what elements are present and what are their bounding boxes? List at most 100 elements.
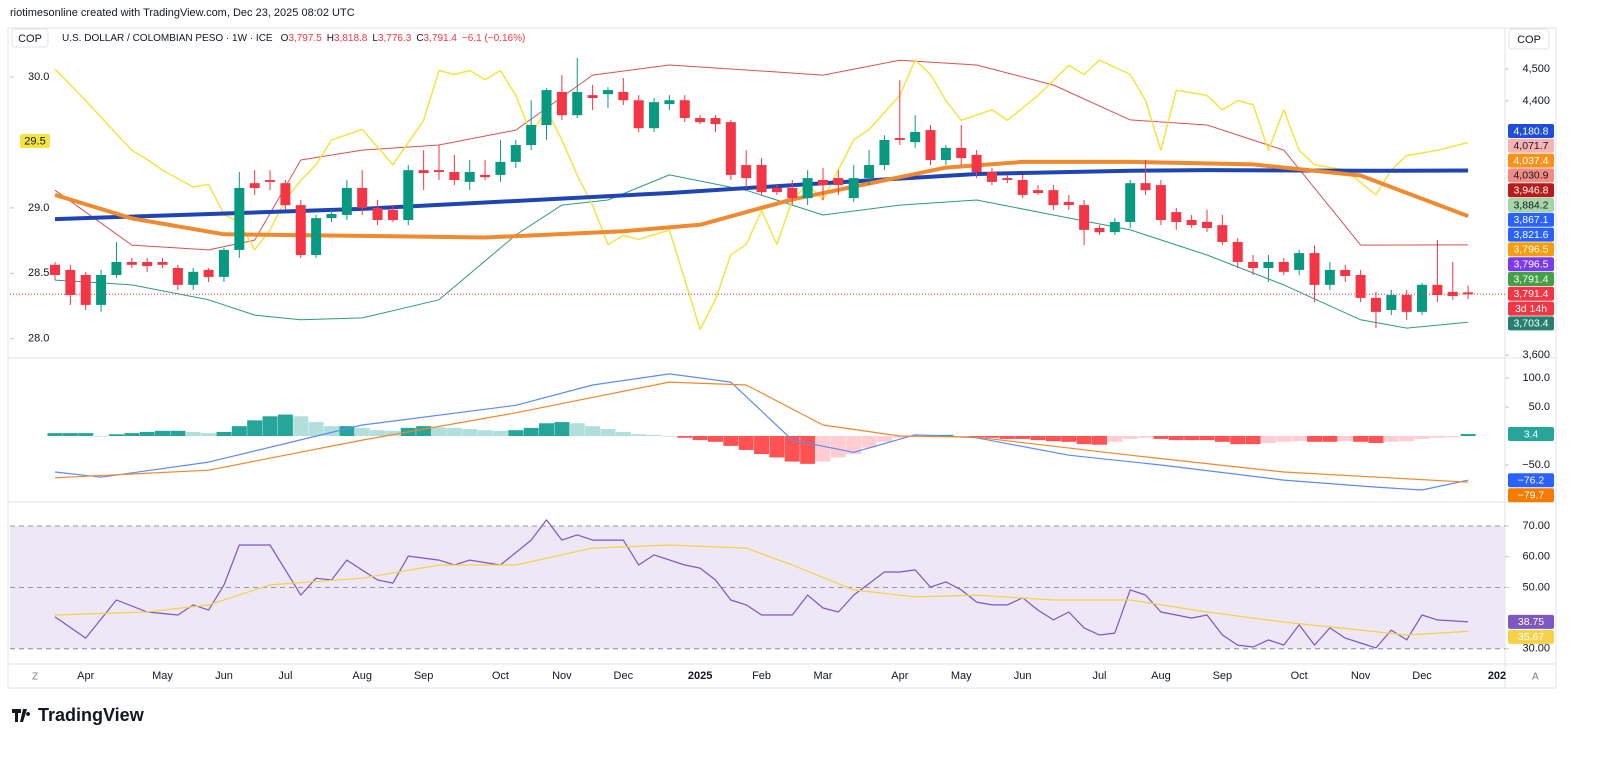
candle-body (480, 174, 491, 178)
candle-body (1355, 275, 1366, 298)
x-tick-label: Nov (1351, 670, 1371, 682)
candle-body (1033, 190, 1044, 194)
y-tick-label: 30.00 (1522, 643, 1550, 655)
histogram-bar (876, 436, 892, 442)
x-tick-label: Nov (552, 670, 572, 682)
histogram-bar (569, 423, 585, 437)
candle-body (218, 249, 229, 277)
histogram-bar (354, 427, 370, 437)
histogram-bar (170, 430, 186, 437)
histogram-bar (1368, 436, 1384, 443)
candle-body (495, 161, 506, 175)
price-label: 3,884.2 (1513, 199, 1548, 211)
x-tick-label: Jul (1092, 670, 1106, 682)
y-tick-label: 30.0 (28, 71, 49, 83)
histogram-bar (1445, 436, 1461, 438)
histogram-bar (477, 430, 493, 437)
symbol-line: U.S. DOLLAR / COLOMBIAN PESO · 1W · ICE O… (62, 33, 525, 44)
price-label: 3,946.8 (1513, 184, 1548, 196)
currency: COP (1517, 34, 1541, 46)
ohlc-value: 3,776.3 (378, 33, 412, 44)
histogram-bar (93, 436, 109, 437)
candle-body (1202, 221, 1212, 228)
candle-body (541, 90, 552, 126)
candle-body (172, 268, 183, 285)
y-tick-label: −50.0 (1522, 459, 1550, 471)
x-tick-label: Oct (1291, 670, 1308, 682)
histogram-bar (492, 430, 508, 437)
histogram-bar (769, 436, 785, 458)
histogram-bar (1214, 436, 1230, 442)
candle-body (526, 125, 537, 146)
price-label: 38.75 (1518, 616, 1544, 628)
histogram-bar (1276, 436, 1292, 442)
currency: COP (18, 33, 42, 45)
price-label-bg (1508, 183, 1554, 198)
histogram-bar (262, 416, 278, 437)
candle-body (879, 139, 890, 166)
logo-mark (12, 709, 31, 722)
histogram-bar (308, 422, 324, 437)
histogram-bar (1307, 436, 1323, 442)
price-label: 4,037.4 (1513, 155, 1548, 167)
price-label: 3,703.4 (1513, 318, 1548, 330)
candle-body (1109, 221, 1120, 233)
histogram-bar (370, 430, 386, 437)
histogram-bar (1383, 436, 1399, 442)
price-label-bg (1508, 168, 1554, 183)
ohlc-key: O (281, 33, 289, 44)
candle-body (679, 100, 690, 119)
indicator-line (54, 59, 1469, 331)
y-tick-label: 100.0 (1522, 372, 1550, 384)
candle-body (618, 91, 629, 101)
x-tick-label: 2025 (688, 670, 712, 682)
price-label: 35.67 (1518, 631, 1544, 643)
price-label-bg (1508, 198, 1554, 212)
price-label: 4,180.8 (1513, 125, 1548, 137)
histogram-bar (155, 430, 171, 437)
histogram-bar (385, 430, 401, 437)
x-tick-label: May (951, 670, 972, 682)
indicator-line (54, 373, 1469, 491)
candle-body (725, 122, 736, 175)
histogram-bar (216, 431, 232, 437)
candle-body (249, 183, 260, 188)
histogram-bar (723, 436, 739, 446)
histogram-bar (1322, 436, 1338, 442)
histogram-bar (1061, 436, 1077, 442)
price-label: 3,821.6 (1513, 229, 1548, 241)
histogram-bar (1337, 436, 1353, 442)
candle-body (449, 172, 460, 180)
price-label-bg (1508, 427, 1554, 442)
histogram-bar (969, 436, 985, 438)
candle-body (986, 172, 997, 182)
x-tick-label: Aug (352, 670, 372, 682)
histogram-bar (1429, 436, 1445, 438)
histogram-bar (800, 436, 816, 464)
histogram-bar (815, 436, 831, 462)
histogram-bar (585, 426, 601, 437)
candle-body (1017, 179, 1028, 195)
candle-body (65, 269, 76, 296)
candle-body (1125, 183, 1136, 222)
candle-body (602, 90, 613, 95)
price-label-bg (1508, 272, 1554, 286)
price-label: 3,796.5 (1513, 244, 1548, 256)
candle-body (1263, 261, 1274, 269)
candle-body (787, 187, 798, 199)
y-tick-label: 70.00 (1522, 520, 1550, 532)
x-tick-label: May (152, 670, 173, 682)
y-tick-label: 50.00 (1522, 581, 1550, 593)
candle-body (1309, 253, 1320, 285)
currency-box (11, 28, 49, 48)
change: −6.1 (−0.16%) (462, 33, 525, 44)
candle-body (556, 91, 567, 116)
y-tick-label: 3,600 (1522, 349, 1550, 361)
candle-body (1171, 212, 1182, 222)
histogram-bar (615, 431, 631, 437)
histogram-bar (1291, 436, 1307, 442)
candle-body (833, 178, 844, 186)
histogram-bar (554, 422, 570, 437)
histogram-bar (277, 414, 293, 437)
